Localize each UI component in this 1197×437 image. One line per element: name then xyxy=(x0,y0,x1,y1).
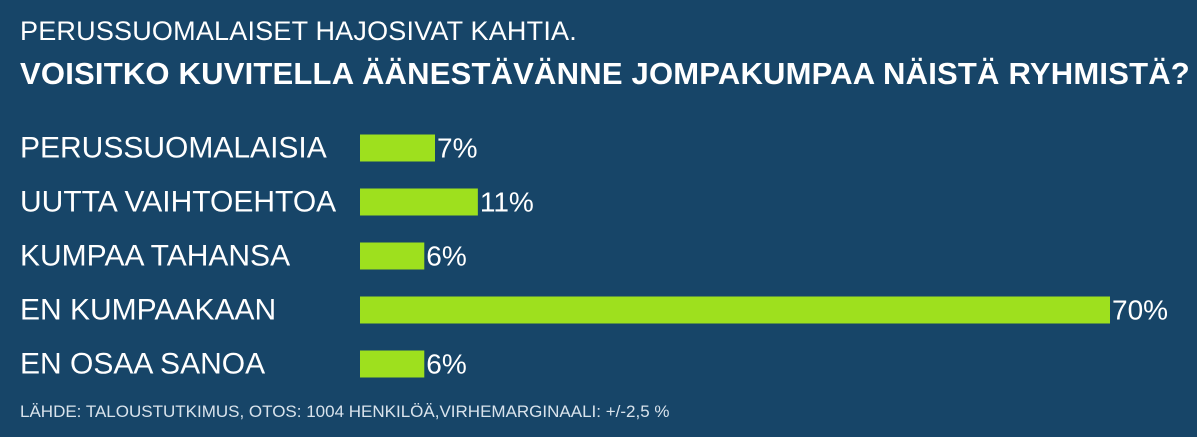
bar xyxy=(360,350,425,378)
chart-subtitle: PERUSSUOMALAISET HAJOSIVAT KAHTIA. xyxy=(20,16,577,46)
bar xyxy=(360,134,435,162)
category-label: EN KUMPAAKAAN xyxy=(20,294,276,327)
category-label: EN OSAA SANOA xyxy=(20,348,265,381)
value-label: 6% xyxy=(426,241,466,272)
bar xyxy=(360,188,478,216)
value-label: 7% xyxy=(437,133,477,164)
value-label: 70% xyxy=(1112,295,1168,326)
category-label: PERUSSUOMALAISIA xyxy=(20,132,327,165)
chart-title: VOISITKO KUVITELLA ÄÄNESTÄVÄNNE JOMPAKUM… xyxy=(20,56,1190,91)
source-note: LÄHDE: TALOUSTUTKIMUS, OTOS: 1004 HENKIL… xyxy=(20,402,670,421)
bar xyxy=(360,242,425,270)
value-label: 11% xyxy=(480,187,534,218)
value-label: 6% xyxy=(426,349,466,380)
category-label: UUTTA VAIHTOEHTOA xyxy=(20,186,336,219)
bar xyxy=(360,296,1110,324)
category-label: KUMPAA TAHANSA xyxy=(20,240,290,273)
